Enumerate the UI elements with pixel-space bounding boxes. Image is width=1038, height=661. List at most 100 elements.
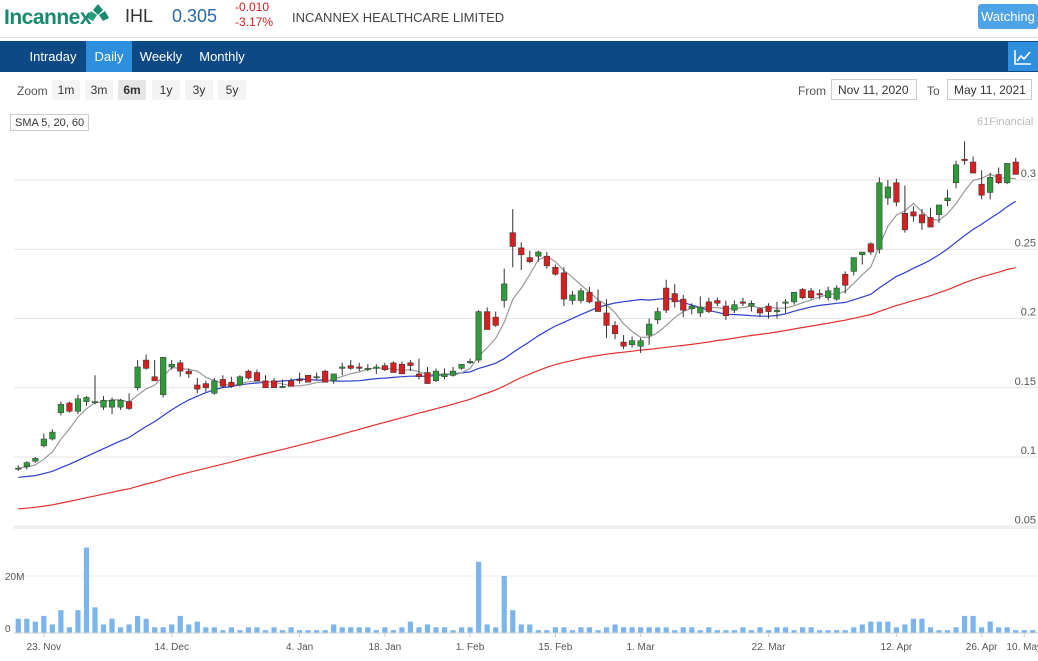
- volume-bar: [731, 630, 737, 633]
- volume-bar: [373, 630, 379, 633]
- watching-button[interactable]: Watching: [978, 4, 1038, 29]
- tab-monthly[interactable]: Monthly: [199, 49, 245, 64]
- volume-bar: [902, 624, 908, 633]
- volume-bar: [552, 627, 558, 633]
- candle-down: [424, 372, 431, 384]
- volume-bar: [501, 576, 507, 633]
- candle-up: [32, 458, 39, 462]
- candle-up: [100, 399, 107, 408]
- candle-up: [57, 404, 64, 413]
- zoom-1y-button[interactable]: 1y: [152, 80, 180, 100]
- candle-up: [160, 357, 167, 395]
- volume-bar: [66, 627, 73, 633]
- candle-down: [262, 380, 269, 389]
- candle-down: [296, 379, 303, 382]
- brand-logo[interactable]: Incannex: [4, 2, 109, 34]
- x-tick-label: 15. Feb: [538, 642, 572, 653]
- volume-bar: [791, 630, 797, 633]
- volume-bar: [544, 630, 550, 633]
- zoom-label: Zoom: [17, 84, 48, 98]
- x-tick-label: 10. May: [1006, 642, 1038, 653]
- candlesticks: [15, 141, 1019, 471]
- candle-down: [765, 305, 772, 312]
- volume-bar: [194, 621, 200, 633]
- candle-up: [236, 376, 243, 386]
- candle-up: [833, 287, 840, 300]
- candle-down: [705, 301, 712, 312]
- sma-20-line: [18, 200, 1017, 478]
- price-tick-label: 0.25: [1015, 237, 1036, 249]
- candle-down: [714, 300, 721, 304]
- volume-bar: [603, 627, 610, 633]
- top-bar: Incannex IHL 0.305 -0.010 -3.17% INCANNE…: [0, 0, 1038, 38]
- volume-bar: [893, 627, 899, 633]
- volume-bar: [126, 624, 132, 633]
- x-tick-label: 26. Apr: [966, 642, 998, 653]
- volume-bar: [75, 610, 81, 633]
- volume-bar: [297, 630, 303, 633]
- x-tick-label: 1. Feb: [456, 642, 485, 653]
- volume-bar: [586, 627, 593, 633]
- volume-bar: [58, 610, 64, 633]
- zoom-3m-button[interactable]: 3m: [85, 80, 113, 100]
- volume-bar: [382, 627, 388, 633]
- volume-bar: [663, 627, 669, 633]
- volume-bar: [697, 630, 703, 633]
- volume-bar: [49, 624, 55, 633]
- sma-indicator-label[interactable]: SMA 5, 20, 60: [10, 114, 90, 131]
- volume-bar: [331, 624, 337, 633]
- volume-bar: [996, 627, 1002, 633]
- x-tick-label: 1. Mar: [626, 642, 655, 653]
- x-tick-label: 12. Apr: [881, 642, 913, 653]
- volume-bar: [706, 627, 712, 633]
- volume-bar: [100, 624, 107, 633]
- candle-up: [535, 251, 542, 257]
- zoom-1m-button[interactable]: 1m: [52, 80, 80, 100]
- tab-intraday[interactable]: Intraday: [29, 49, 77, 64]
- volume-bar: [953, 627, 959, 633]
- chart-axes: 0.3 0.25 0.2 0.15 0.1 0.05 20M 0 23. Nov 14. Dec 4…: [5, 168, 1038, 653]
- candle-up: [441, 373, 448, 377]
- zoom-6m-button[interactable]: 6m: [118, 80, 146, 100]
- candle-up: [501, 283, 508, 301]
- candle-up: [876, 182, 883, 250]
- tab-daily[interactable]: Daily: [86, 41, 132, 72]
- sma-5-line: [18, 173, 1016, 469]
- candle-up: [373, 366, 380, 369]
- candle-up: [825, 290, 832, 298]
- candle-down: [680, 298, 687, 311]
- tab-weekly[interactable]: Weekly: [139, 49, 183, 64]
- candle-down: [347, 365, 354, 369]
- to-date-input[interactable]: May 11, 2021: [947, 79, 1032, 100]
- volume-bar: [24, 618, 30, 633]
- zoom-5y-button[interactable]: 5y: [218, 80, 246, 100]
- price-chart[interactable]: 0.3 0.25 0.2 0.15 0.1 0.05 20M 0 23. Nov 14. Dec 4…: [0, 110, 1038, 661]
- volume-bar: [279, 630, 286, 633]
- zoom-3y-button[interactable]: 3y: [185, 80, 213, 100]
- candle-up: [168, 363, 175, 368]
- candle-down: [816, 293, 823, 296]
- price-tick-label: 0.1: [1021, 445, 1036, 457]
- price-change: -0.010 -3.17%: [235, 0, 273, 30]
- x-tick-label: 4. Jan: [286, 642, 313, 653]
- candle-down: [407, 362, 414, 366]
- volume-bar: [569, 630, 576, 633]
- volume-bar: [314, 630, 320, 633]
- candle-down: [202, 383, 209, 389]
- from-date-input[interactable]: Nov 11, 2020: [831, 79, 917, 100]
- volume-bar: [689, 627, 695, 633]
- volume-bar: [800, 627, 806, 633]
- logo-leaf-icon: [87, 4, 109, 21]
- volume-bar: [32, 621, 38, 633]
- line-chart-icon[interactable]: [1008, 42, 1038, 71]
- price-tick-label: 0.3: [1021, 168, 1036, 180]
- candle-up: [108, 399, 116, 408]
- volume-bar: [535, 630, 541, 633]
- volume-bar: [186, 624, 192, 633]
- candle-down: [143, 359, 150, 369]
- volume-bar: [288, 627, 294, 633]
- candle-down: [526, 257, 533, 262]
- volume-bar: [117, 627, 124, 633]
- chart-credit: 61Financial: [977, 116, 1034, 128]
- candle-up: [953, 164, 960, 184]
